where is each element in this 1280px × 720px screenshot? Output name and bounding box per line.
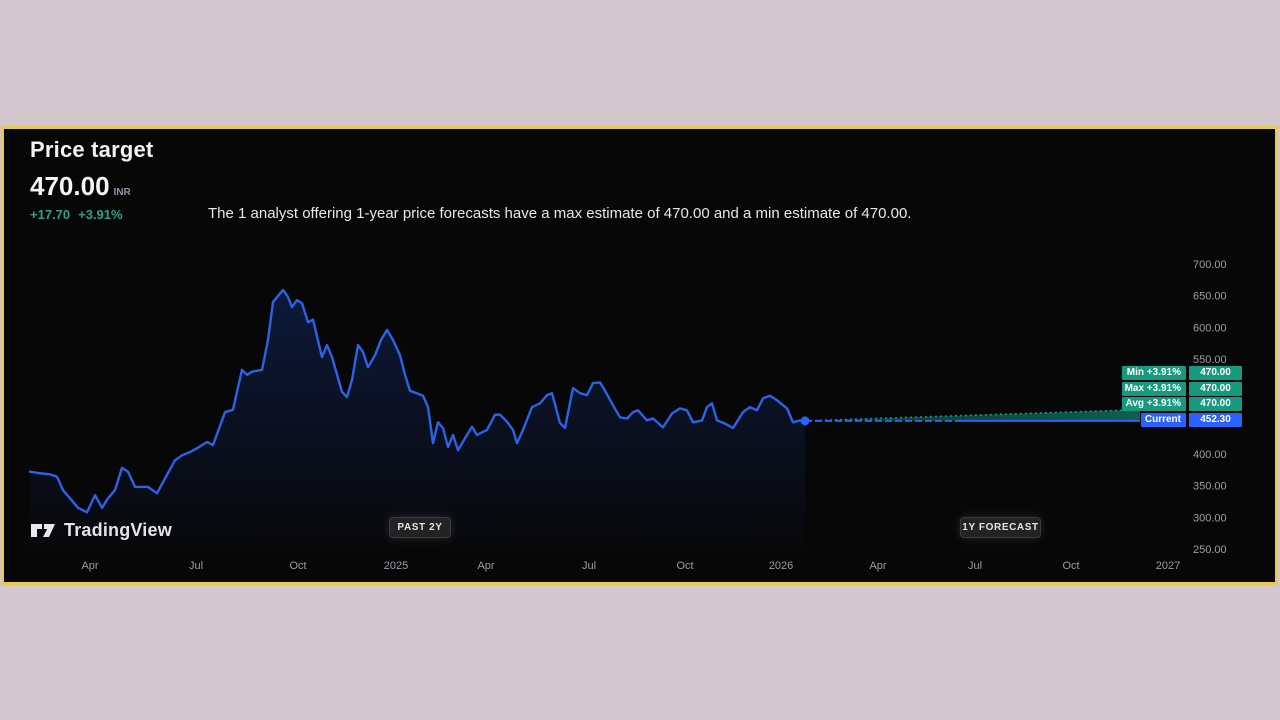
y-axis-label: 350.00 xyxy=(1193,481,1227,493)
x-axis-label: Oct xyxy=(289,560,306,572)
y-axis-label: 650.00 xyxy=(1193,291,1227,303)
x-axis-label: Oct xyxy=(1062,560,1079,572)
y-axis-label: 700.00 xyxy=(1193,259,1227,271)
tradingview-wordmark: TradingView xyxy=(64,519,172,540)
x-axis-label: Apr xyxy=(81,560,98,572)
y-axis-label: 400.00 xyxy=(1193,449,1227,461)
x-axis-label: 2026 xyxy=(769,560,793,572)
tradingview-icon xyxy=(31,524,55,537)
x-axis-label: Oct xyxy=(676,560,693,572)
y-axis-label: 550.00 xyxy=(1193,354,1227,366)
forecast-estimate-line xyxy=(804,408,1141,422)
x-axis-label: Jul xyxy=(582,560,596,572)
history-price-line xyxy=(28,288,807,514)
price-chart: 700.00 650.00 600.00 550.00 400.00 350.00 300.… xyxy=(28,259,1227,572)
history-area-fill xyxy=(30,290,805,550)
x-axis-label: Jul xyxy=(968,560,982,572)
x-axis-label: Apr xyxy=(477,560,494,572)
forecast-1y-button[interactable]: 1Y FORECAST xyxy=(960,517,1041,538)
change-row: +17.70 +3.91% xyxy=(30,207,131,222)
forecast-range-fill xyxy=(805,409,1140,421)
past-2y-button[interactable]: PAST 2Y xyxy=(389,517,451,538)
forecast-description: The 1 analyst offering 1-year price fore… xyxy=(208,205,912,222)
price-target-value: 470.00 xyxy=(30,171,110,201)
page-title: Price target xyxy=(30,137,154,162)
x-axis-label: 2025 xyxy=(384,560,408,572)
currency-label: INR xyxy=(113,187,131,198)
x-axis-label: Apr xyxy=(869,560,886,572)
x-axis-label: Jul xyxy=(189,560,203,572)
price-row: 470.00 INR xyxy=(30,171,131,202)
change-absolute: +17.70 xyxy=(30,207,71,222)
change-percent: +3.91% xyxy=(78,207,123,222)
current-price-dot xyxy=(800,416,810,426)
y-axis-label: 250.00 xyxy=(1193,544,1227,556)
y-axis-label: 300.00 xyxy=(1193,512,1227,524)
y-axis-label: 600.00 xyxy=(1193,322,1227,334)
price-target-widget: Price target 470.00 INR +17.70 +3.91% The … xyxy=(1,126,1278,585)
tradingview-logo[interactable]: TradingView xyxy=(30,518,172,542)
x-axis-label: 2027 xyxy=(1156,560,1180,572)
